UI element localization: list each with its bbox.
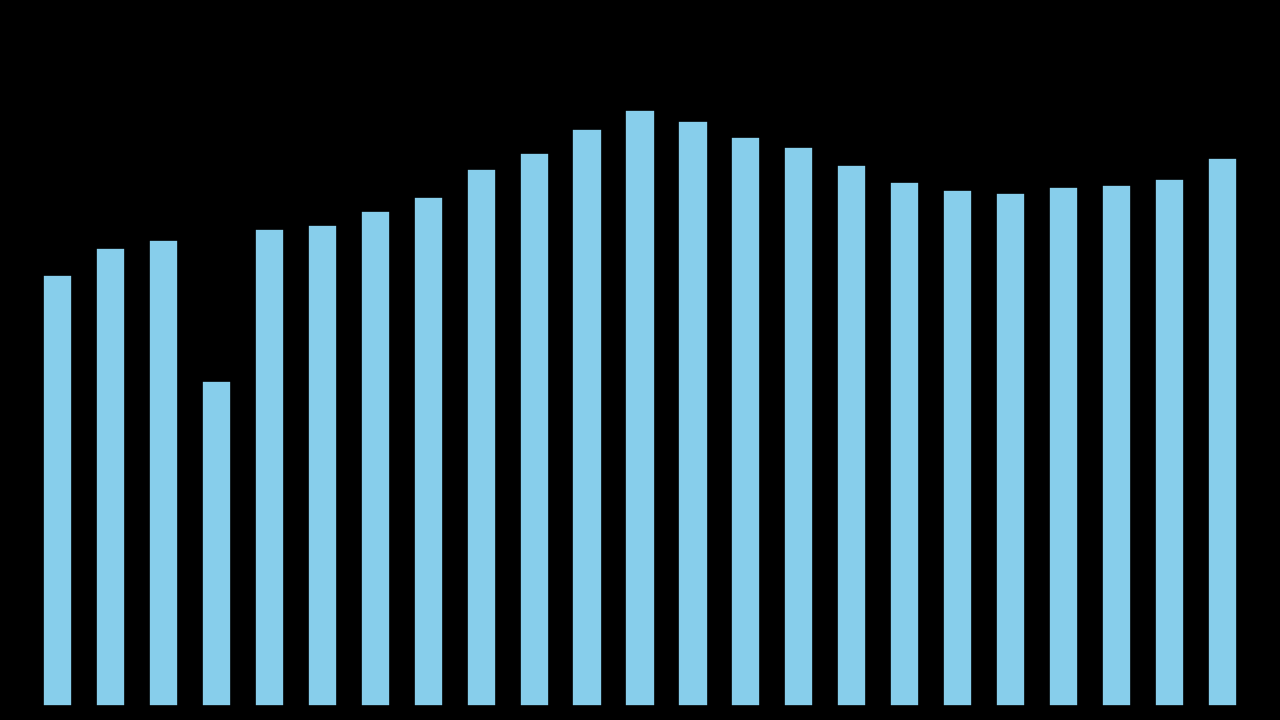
Bar: [520, 153, 549, 706]
Bar: [1102, 184, 1132, 706]
Bar: [572, 130, 602, 706]
Bar: [1155, 179, 1184, 706]
Bar: [361, 211, 389, 706]
Bar: [996, 193, 1025, 706]
Bar: [466, 168, 495, 706]
Bar: [148, 240, 178, 706]
Bar: [837, 166, 867, 706]
Bar: [255, 229, 284, 706]
Bar: [678, 121, 708, 706]
Bar: [307, 225, 337, 706]
Bar: [1050, 186, 1078, 706]
Bar: [626, 110, 654, 706]
Bar: [96, 248, 125, 706]
Bar: [731, 137, 760, 706]
Bar: [891, 182, 919, 706]
Bar: [1208, 158, 1238, 706]
Bar: [785, 148, 814, 706]
Bar: [943, 190, 973, 706]
Bar: [413, 197, 443, 706]
Bar: [42, 275, 72, 706]
Bar: [202, 382, 230, 706]
